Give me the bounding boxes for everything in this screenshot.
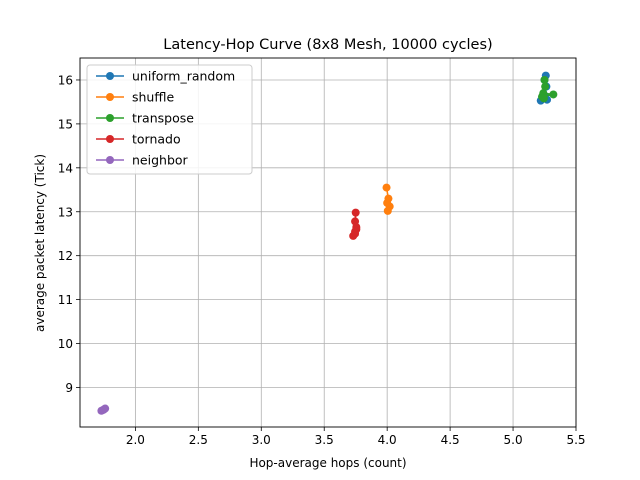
axis-ticks: 2.0 2.5 3.0 3.5 4.0 4.5 5.0 5.5 9 10 11 12 13 14 15 16 xyxy=(58,73,586,447)
legend-marker xyxy=(106,114,114,122)
x-tick-label: 2.0 xyxy=(126,433,145,447)
x-tick-label: 3.5 xyxy=(315,433,334,447)
x-tick-label: 4.0 xyxy=(378,433,397,447)
legend-item-neighbor: neighbor xyxy=(96,153,189,168)
data-point xyxy=(382,183,391,192)
data-point xyxy=(383,198,392,207)
x-tick-label: 5.5 xyxy=(566,433,585,447)
data-point xyxy=(539,94,548,103)
legend-item-tornado: tornado xyxy=(96,132,181,147)
series-shuffle xyxy=(382,183,394,215)
y-tick-label: 14 xyxy=(58,161,73,175)
data-point xyxy=(351,217,360,226)
legend-box xyxy=(86,64,253,175)
data-point xyxy=(351,208,360,217)
legend-marker xyxy=(106,93,114,101)
x-axis-label: Hop-average hops (count) xyxy=(249,456,406,470)
legend-marker xyxy=(106,72,114,80)
legend-label: neighbor xyxy=(132,153,189,168)
data-point xyxy=(549,90,558,99)
series-transpose xyxy=(538,75,558,103)
legend-marker xyxy=(106,135,114,143)
legend-label: shuffle xyxy=(132,90,174,105)
data-point xyxy=(383,206,392,215)
x-tick-label: 2.5 xyxy=(189,433,208,447)
legend-item-shuffle: shuffle xyxy=(96,90,174,105)
x-tick-label: 3.0 xyxy=(252,433,271,447)
data-point xyxy=(541,82,550,91)
legend-item-uniform_random: uniform_random xyxy=(96,69,235,84)
y-tick-label: 9 xyxy=(65,381,73,395)
plot-frame xyxy=(79,57,577,428)
series-tornado xyxy=(349,208,361,240)
y-tick-label: 16 xyxy=(58,73,73,87)
y-tick-label: 15 xyxy=(58,117,73,131)
series-neighbor xyxy=(97,404,110,415)
data-point xyxy=(99,405,108,414)
x-tick-label: 5.0 xyxy=(504,433,523,447)
chart-title: Latency-Hop Curve (8x8 Mesh, 10000 cycle… xyxy=(163,37,492,53)
y-tick-label: 12 xyxy=(58,249,73,263)
plot-series xyxy=(97,71,558,415)
legend-marker xyxy=(106,156,114,164)
y-axis-label: average packet latency (Tick) xyxy=(33,154,47,332)
y-tick-label: 10 xyxy=(58,337,73,351)
y-tick-label: 11 xyxy=(58,293,73,307)
data-point xyxy=(540,75,549,84)
legend-label: transpose xyxy=(132,111,194,126)
legend-label: uniform_random xyxy=(132,69,235,84)
x-tick-label: 4.5 xyxy=(441,433,460,447)
y-tick-label: 13 xyxy=(58,205,73,219)
data-point xyxy=(351,227,360,236)
legend-item-transpose: transpose xyxy=(96,111,194,126)
legend-label: tornado xyxy=(132,132,181,147)
